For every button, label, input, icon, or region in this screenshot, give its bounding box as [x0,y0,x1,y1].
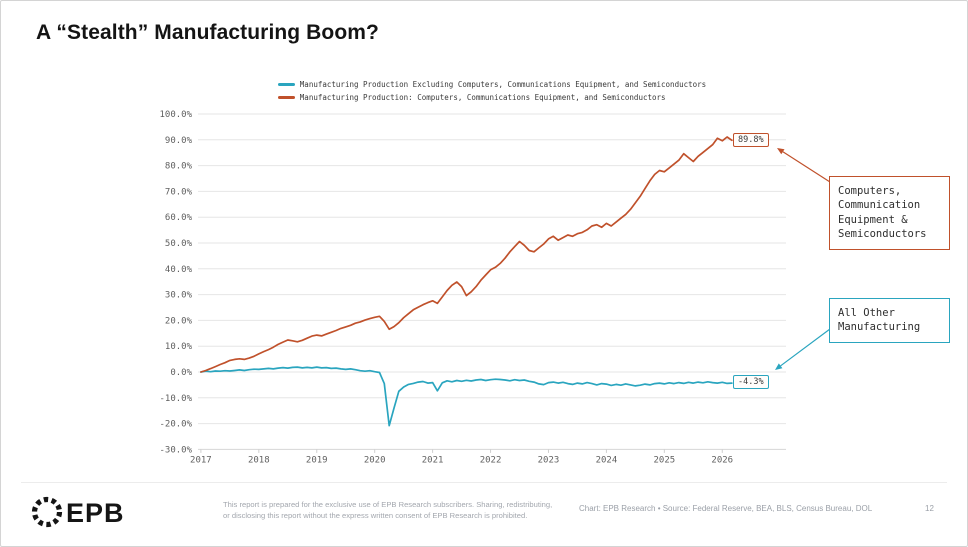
y-axis-tick-label: 60.0% [165,213,193,223]
y-axis-tick-label: 50.0% [165,239,193,249]
y-axis-tick-label: 70.0% [165,187,193,197]
callout-arrow-computers-head [777,148,785,155]
series-line-all-other-manufacturing [200,366,733,427]
disclaimer-line-1: This report is prepared for the exclusiv… [223,500,553,509]
x-axis-tick-label: 2018 [248,455,270,465]
y-axis-tick-label: -10.0% [159,394,192,404]
callout-all-other: All Other Manufacturing [829,298,950,343]
x-axis-tick-label: 2026 [711,455,733,465]
legend-item-excluding: Manufacturing Production Excluding Compu… [277,80,707,89]
legend-label: Manufacturing Production: Computers, Com… [299,93,666,102]
legend-label: Manufacturing Production Excluding Compu… [299,80,707,89]
epb-logo: EPB [31,496,125,528]
callout-arrow-computers-line [782,151,831,183]
y-axis-tick-label: -30.0% [159,445,192,455]
y-axis-tick-label: 20.0% [165,316,193,326]
data-label-other-end: -4.3% [733,375,769,390]
footer-source: Chart: EPB Research • Source: Federal Re… [579,504,873,513]
epb-logo-dotted-circle-icon [31,496,63,528]
footer-page-number: 12 [925,504,934,513]
page-title: A “Stealth” Manufacturing Boom? [36,21,379,44]
y-axis-tick-label: -20.0% [159,420,192,430]
legend-swatch-blue [277,83,295,86]
callout-arrow-all-other-head [775,363,783,370]
y-axis-tick-label: 80.0% [165,162,193,172]
y-axis-tick-label: 10.0% [165,342,193,352]
y-axis-tick-label: 40.0% [165,265,193,275]
x-axis-tick-label: 2025 [654,455,676,465]
callout-arrow-all-other-line [780,328,831,367]
chart-legend: Manufacturing Production Excluding Compu… [198,80,786,102]
legend-item-computers: Manufacturing Production: Computers, Com… [277,93,706,102]
x-axis-tick-label: 2019 [306,455,328,465]
footer-disclaimer: This report is prepared for the exclusiv… [223,499,595,522]
x-axis-tick-label: 2020 [364,455,386,465]
x-axis-tick-label: 2022 [480,455,502,465]
y-axis-tick-label: 0.0% [170,368,192,378]
data-label-computers-end: 89.8% [733,133,769,148]
disclaimer-line-2: or disclosing this report without the ex… [223,511,528,521]
legend-swatch-orange [277,96,295,99]
callout-computers: Computers, Communication Equipment & Sem… [829,176,950,250]
x-axis-tick-label: 2017 [190,455,212,465]
epb-logo-text: EPB [66,498,125,528]
x-axis-tick-label: 2021 [422,455,444,465]
y-axis-tick-label: 100.0% [159,110,192,120]
y-axis-tick-label: 90.0% [165,136,193,146]
y-axis-tick-label: 30.0% [165,291,193,301]
series-line-computers [200,136,733,373]
x-axis-tick-label: 2024 [596,455,618,465]
x-axis-tick-label: 2023 [538,455,560,465]
footer-divider [21,482,947,483]
